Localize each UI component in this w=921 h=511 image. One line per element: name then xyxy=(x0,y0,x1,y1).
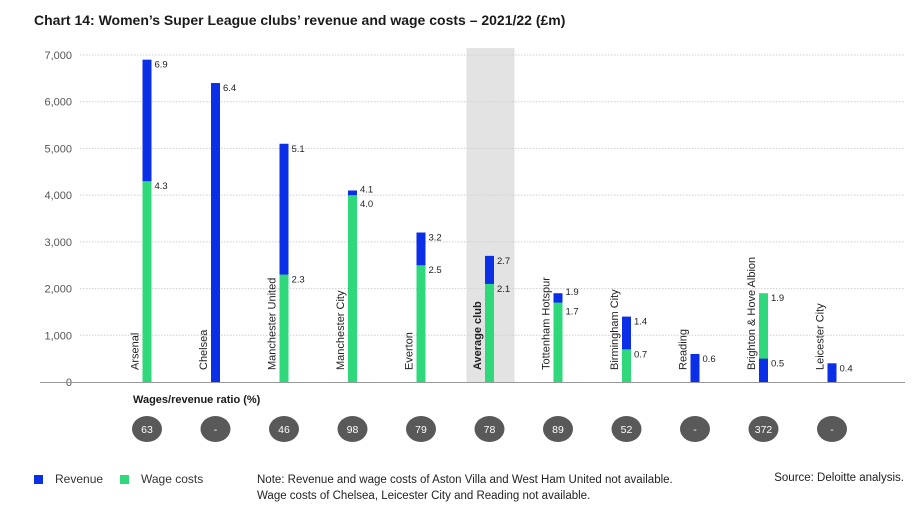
category-label: Leicester City xyxy=(815,303,827,370)
category-label: Average club xyxy=(472,301,484,370)
chart-title: Chart 14: Women’s Super League clubs’ re… xyxy=(34,12,566,28)
legend-revenue-label: Revenue xyxy=(55,472,104,486)
y-tick-label: 2,000 xyxy=(44,284,72,296)
source-note: Source: Deloitte analysis. xyxy=(774,472,904,484)
revenue-value-label: 1.9 xyxy=(566,287,579,298)
wage-bar xyxy=(348,195,357,382)
bar-chart: 01,0002,0003,0004,0005,0006,0007,0006.94… xyxy=(40,48,905,442)
y-tick-label: 3,000 xyxy=(44,237,72,249)
ratio-badge xyxy=(748,416,779,442)
wage-value-label: 1.7 xyxy=(566,307,579,318)
wage-value-label: 0.7 xyxy=(634,349,647,360)
revenue-value-label: 3.2 xyxy=(429,233,442,244)
revenue-bar xyxy=(279,143,289,382)
revenue-value-label: 0.4 xyxy=(840,363,853,374)
legend-revenue-swatch xyxy=(34,474,43,484)
wage-value-label: 4.3 xyxy=(155,181,168,192)
revenue-value-label: 0.6 xyxy=(703,354,716,365)
revenue-value-label: 6.4 xyxy=(223,83,236,94)
ratio-badge xyxy=(132,416,162,442)
wage-bar xyxy=(416,265,426,382)
ratio-badge xyxy=(337,416,368,442)
wage-bar xyxy=(485,283,494,382)
category-label: Manchester United xyxy=(267,278,279,370)
revenue-value-label: 2.7 xyxy=(497,256,510,267)
y-tick-label: 1,000 xyxy=(44,330,72,342)
revenue-bar xyxy=(827,363,837,382)
category-label: Tottenham Hotspur xyxy=(541,277,553,370)
ratio-badge xyxy=(474,416,505,442)
legend-wages-swatch xyxy=(120,474,129,484)
revenue-bar xyxy=(759,358,768,382)
y-tick-label: 7,000 xyxy=(44,50,72,62)
wage-value-label: 4.0 xyxy=(360,199,373,210)
ratio-badge-label: - xyxy=(214,424,218,436)
ratio-badge xyxy=(817,416,847,442)
category-label: Birmingham City xyxy=(609,289,621,370)
revenue-value-label: 1.4 xyxy=(634,317,647,328)
category-label: Chelsea xyxy=(198,329,210,370)
ratio-badge xyxy=(406,416,436,442)
wage-bar xyxy=(553,302,563,382)
y-tick-label: 4,000 xyxy=(44,190,72,202)
ratio-badge-label: 78 xyxy=(484,424,496,436)
revenue-bar xyxy=(211,83,220,383)
wage-value-label: 1.9 xyxy=(771,293,784,304)
revenue-value-label: 0.5 xyxy=(771,359,784,370)
wage-bar xyxy=(279,274,289,382)
revenue-value-label: 5.1 xyxy=(292,144,305,155)
legend-wages-label: Wage costs xyxy=(141,472,204,486)
category-label: Everton xyxy=(404,332,416,370)
wage-bar xyxy=(142,181,152,382)
y-tick-label: 5,000 xyxy=(44,143,72,155)
footnote: Note: Revenue and wage costs of Aston Vi… xyxy=(257,474,673,502)
ratio-badge xyxy=(543,416,573,442)
category-label: Reading xyxy=(678,329,690,370)
y-tick-label: 6,000 xyxy=(44,97,72,109)
ratio-badge-label: 98 xyxy=(347,424,359,436)
ratio-badge xyxy=(200,416,231,442)
revenue-value-label: 4.1 xyxy=(360,184,373,195)
revenue-value-label: 6.9 xyxy=(155,60,168,71)
category-label: Brighton & Hove Albion xyxy=(746,257,758,370)
wage-bar xyxy=(759,293,768,382)
ratio-badge-label: 372 xyxy=(755,424,773,436)
ratio-badge-label: - xyxy=(693,424,697,436)
wage-value-label: 2.3 xyxy=(292,275,305,286)
ratio-badge xyxy=(680,416,710,442)
legend-revenue: Revenue xyxy=(34,472,103,486)
ratio-badge-label: 79 xyxy=(415,424,427,436)
ratio-badge-label: - xyxy=(830,424,834,436)
category-label: Manchester City xyxy=(335,290,347,370)
wage-value-label: 2.5 xyxy=(429,265,442,276)
ratio-badge xyxy=(269,416,299,442)
category-label: Arsenal xyxy=(130,333,142,370)
ratio-badge-label: 46 xyxy=(278,424,290,436)
ratio-badge xyxy=(611,416,642,442)
wage-bar xyxy=(622,349,631,382)
ratio-badge-label: 63 xyxy=(141,424,153,436)
revenue-bar xyxy=(690,353,700,382)
wage-value-label: 2.1 xyxy=(497,284,510,295)
legend-wages: Wage costs xyxy=(120,472,203,486)
ratio-badge-label: 89 xyxy=(552,424,564,436)
ratio-badge-label: 52 xyxy=(621,424,633,436)
ratio-title: Wages/revenue ratio (%) xyxy=(133,394,261,406)
